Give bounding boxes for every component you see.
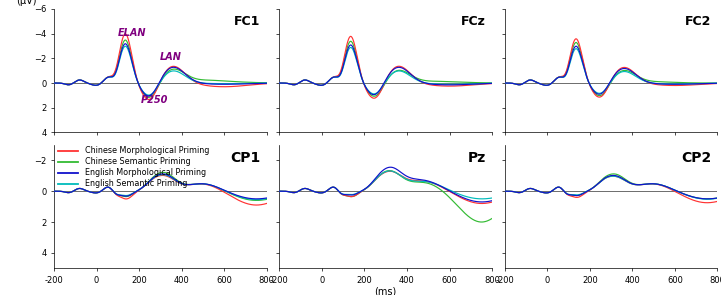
Text: FC1: FC1 <box>234 15 260 28</box>
Text: Pz: Pz <box>467 151 486 165</box>
Text: CP2: CP2 <box>681 151 711 165</box>
Text: LAN: LAN <box>159 52 181 62</box>
Text: FCz: FCz <box>461 15 486 28</box>
Legend: Chinese Morphological Priming, Chinese Semantic Priming, English Morphological P: Chinese Morphological Priming, Chinese S… <box>58 146 209 189</box>
Text: CP1: CP1 <box>230 151 260 165</box>
X-axis label: (ms): (ms) <box>375 286 397 295</box>
Text: ELAN: ELAN <box>118 28 146 38</box>
Text: P250: P250 <box>141 95 169 105</box>
Text: (μV): (μV) <box>16 0 36 6</box>
Text: FC2: FC2 <box>685 15 711 28</box>
